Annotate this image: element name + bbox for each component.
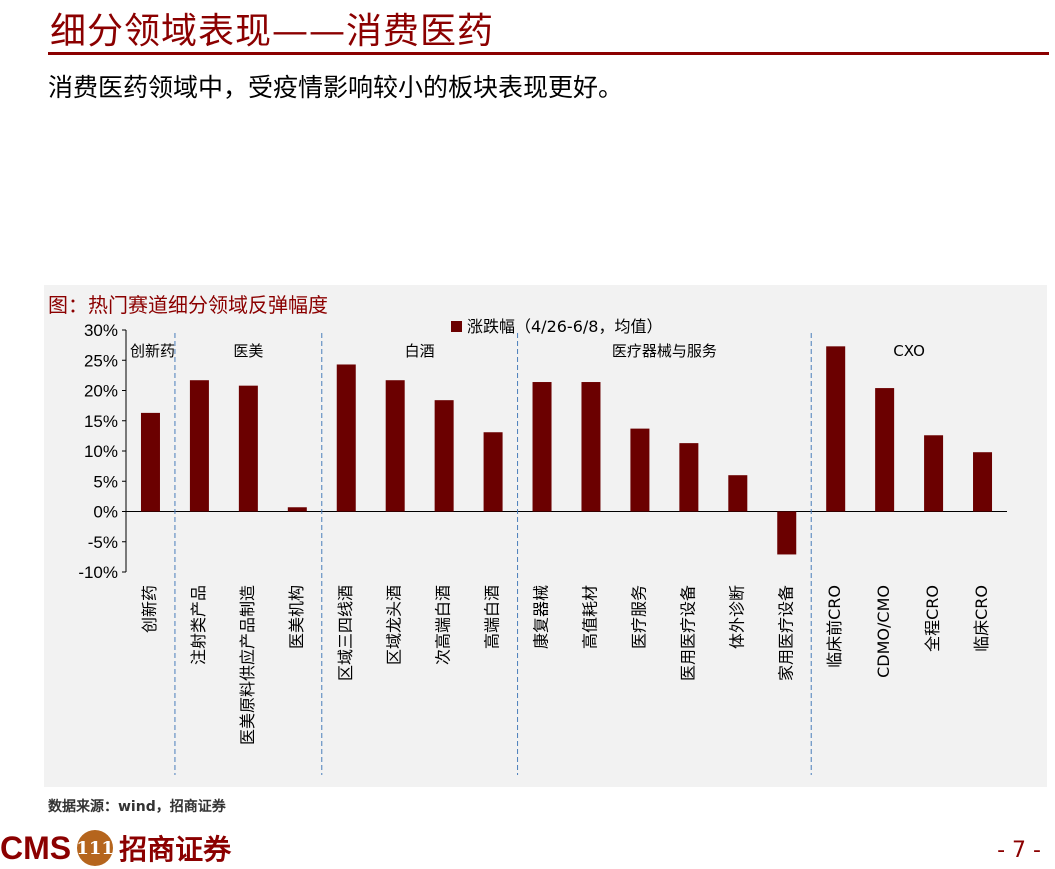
x-tick-label: 家用医疗设备 <box>776 585 795 681</box>
y-tick-label: 5% <box>93 472 118 491</box>
bar <box>336 364 356 512</box>
x-tick-label: 康复器械 <box>532 585 551 649</box>
logo-company-name: 招商证券 <box>119 833 232 866</box>
y-tick-label: 25% <box>84 351 118 370</box>
page-title: 细分领域表现——消费医药 <box>50 11 495 52</box>
figure-title: 图：热门赛道细分领域反弹幅度 <box>48 293 328 317</box>
y-tick-label: -5% <box>88 533 118 552</box>
page-number: - 7 - <box>997 838 1041 863</box>
legend-swatch <box>451 321 462 332</box>
x-tick-label: 医美原料供应产品制造 <box>238 585 257 745</box>
logo-badge-icon: 111 <box>76 830 114 866</box>
bar <box>728 475 748 512</box>
bar <box>189 380 209 512</box>
bar <box>581 382 601 512</box>
x-tick-label: 区域三四线酒 <box>336 585 355 681</box>
y-tick-label: 10% <box>84 442 118 461</box>
x-tick-label: 区域龙头酒 <box>385 585 404 665</box>
bar <box>385 380 405 512</box>
x-tick-label: 注射类产品 <box>189 585 208 665</box>
bar <box>287 507 307 512</box>
bar <box>777 511 797 555</box>
page-subtitle: 消费医药领域中，受疫情影响较小的板块表现更好。 <box>48 73 624 102</box>
legend-label: 涨跌幅（4/26-6/8，均值） <box>467 317 662 336</box>
bar <box>140 412 160 512</box>
y-tick-label: 0% <box>93 503 118 522</box>
x-tick-label: 全程CRO <box>923 585 942 652</box>
x-tick-label: 创新药 <box>140 585 159 633</box>
bar <box>238 385 258 512</box>
x-tick-label: 临床前CRO <box>825 585 844 668</box>
y-tick-label: -10% <box>78 563 118 582</box>
bar <box>532 382 552 512</box>
bar <box>924 435 944 512</box>
x-tick-label: 医美机构 <box>287 585 306 649</box>
x-tick-label: 医用医疗设备 <box>678 585 697 681</box>
bar <box>973 452 993 512</box>
data-source: 数据来源：wind，招商证券 <box>48 799 226 815</box>
group-label: 医疗器械与服务 <box>612 342 717 360</box>
bar <box>434 400 454 512</box>
y-tick-label: 15% <box>84 412 118 431</box>
x-tick-label: 高端白酒 <box>483 585 502 649</box>
bar-chart: -10% -5% 0% 5% 10% 15% 20% 25% 30% 创新药 医美 白酒 医疗器械与服务… <box>78 317 1007 775</box>
x-tick-label: 医疗服务 <box>629 585 648 649</box>
x-tick-label: CDMO/CMO <box>874 585 893 678</box>
bar <box>679 443 699 512</box>
y-tick-label: 30% <box>84 321 118 340</box>
x-tick-label: 体外诊断 <box>727 585 746 649</box>
y-tick-label: 20% <box>84 382 118 401</box>
bar <box>875 388 895 512</box>
logo-text: CMS <box>0 829 72 866</box>
title-divider <box>48 52 1049 55</box>
x-tick-label: 高值耗材 <box>580 585 599 649</box>
chart-panel: -10% -5% 0% 5% 10% 15% 20% 25% 30% 创新药 医美 白酒 医疗器械与服务… <box>44 285 1047 787</box>
group-label: 医美 <box>233 342 263 360</box>
bar <box>630 428 650 512</box>
group-label: CXO <box>893 342 925 360</box>
group-label: 白酒 <box>405 342 435 360</box>
bar <box>826 346 846 512</box>
company-logo: CMS 111 招商证券 <box>0 828 231 868</box>
x-tick-label: 临床CRO <box>972 585 991 652</box>
bar <box>483 432 503 512</box>
group-label: 创新药 <box>130 342 175 360</box>
x-tick-label: 次高端白酒 <box>434 585 453 665</box>
